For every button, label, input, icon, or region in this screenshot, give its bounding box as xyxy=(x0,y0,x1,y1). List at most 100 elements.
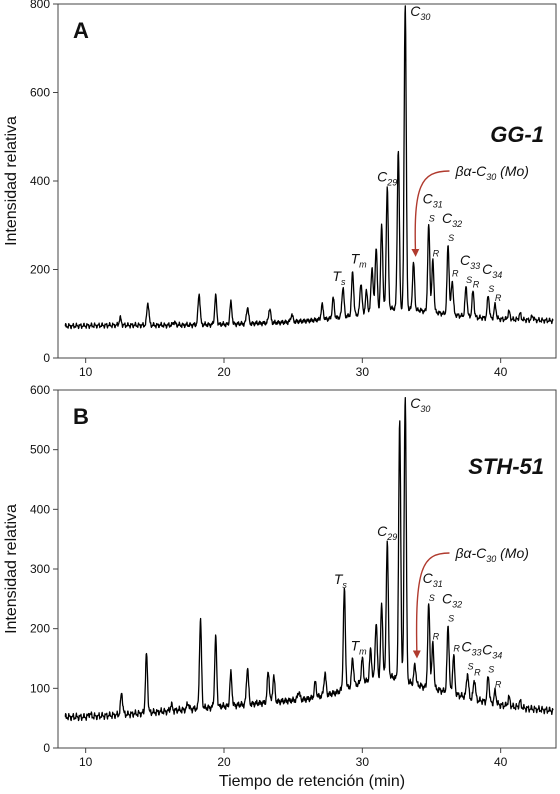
peak-label-main: T xyxy=(332,268,342,284)
peak-label-main: C xyxy=(460,252,471,268)
y-axis-title: Intensidad relativa xyxy=(3,504,20,634)
annotation-post: (Mo) xyxy=(496,163,529,179)
x-tick-label: 10 xyxy=(79,755,93,769)
peak-label: Ts xyxy=(332,268,346,287)
peak-label: C33 xyxy=(460,252,480,271)
annotation-post: (Mo) xyxy=(496,545,529,561)
stereo-label: R xyxy=(495,679,502,689)
peak-label-main: C xyxy=(461,638,472,654)
peak-label: C29 xyxy=(377,523,397,542)
peak-label-main: C xyxy=(482,641,493,657)
peak-label-sub: 34 xyxy=(492,650,502,660)
peak-label: C29 xyxy=(377,169,397,188)
annotation-arrow xyxy=(411,170,450,257)
x-tick-label: 20 xyxy=(217,365,231,379)
peak-label-sub: 29 xyxy=(386,532,397,542)
peak-label: Tm xyxy=(351,251,368,270)
peak-label: C32 xyxy=(442,591,462,610)
peak-point xyxy=(359,281,362,284)
stereo-label: R xyxy=(452,269,459,279)
chromatogram-trace xyxy=(64,396,554,722)
peak-label: C30 xyxy=(410,3,430,22)
peak-label-main: C xyxy=(482,261,493,277)
y-tick-label: 300 xyxy=(30,562,50,576)
peak-label: C33 xyxy=(461,638,481,657)
peak-label-main: C xyxy=(377,523,388,539)
stereo-label: R xyxy=(474,667,481,677)
peak-label-sub: 31 xyxy=(433,199,443,209)
peak-label-main: C xyxy=(410,395,421,411)
annotation-label: βα-C30 (Mo) xyxy=(454,163,528,182)
stereo-label: S xyxy=(488,664,494,674)
stereo-label: S xyxy=(466,275,472,285)
stereo-label: R xyxy=(473,280,480,290)
y-tick-label: 0 xyxy=(43,741,50,755)
peak-label-main: C xyxy=(442,210,453,226)
peak-label-main: C xyxy=(423,570,434,586)
x-tick-label: 10 xyxy=(79,365,93,379)
y-axis-title: Intensidad relativa xyxy=(3,116,20,246)
stereo-label: S xyxy=(429,213,435,223)
y-tick-label: 0 xyxy=(43,351,50,365)
y-tick-label: 200 xyxy=(30,263,50,277)
peak-label-sub: 29 xyxy=(386,178,397,188)
peak-label-main: C xyxy=(442,591,453,607)
y-tick-label: 100 xyxy=(30,681,50,695)
y-tick-label: 600 xyxy=(30,383,50,397)
peak-label-main: T xyxy=(334,571,344,587)
y-tick-label: 500 xyxy=(30,443,50,457)
peak-label: C34 xyxy=(482,641,502,660)
peak-label-sub: 32 xyxy=(452,600,462,610)
y-tick-label: 400 xyxy=(30,502,50,516)
peak-point xyxy=(375,246,378,249)
peak-label-sub: m xyxy=(359,260,367,270)
y-tick-label: 800 xyxy=(30,0,50,11)
x-tick-label: 30 xyxy=(356,365,370,379)
peak-label: C31 xyxy=(423,190,443,209)
peak-label-sub: 30 xyxy=(420,404,430,414)
peak-label-sub: 32 xyxy=(452,219,462,229)
peak-label-main: T xyxy=(351,638,361,654)
stereo-label: R xyxy=(453,644,460,654)
panel-letter: A xyxy=(73,18,89,43)
peak-label-sub: 34 xyxy=(492,270,502,280)
stereo-label: S xyxy=(448,233,454,243)
panel-letter: B xyxy=(73,404,89,429)
stereo-label: R xyxy=(495,293,502,303)
annotation-sub: 30 xyxy=(486,172,496,182)
plot-frame xyxy=(57,3,557,359)
stereo-label: S xyxy=(467,661,473,671)
peak-label-main: C xyxy=(377,169,388,185)
peak-label-main: C xyxy=(423,190,434,206)
sample-label: STH-51 xyxy=(468,454,544,479)
y-tick-label: 200 xyxy=(30,622,50,636)
stereo-label: R xyxy=(433,249,440,259)
peak-label-sub: m xyxy=(359,647,367,657)
peak-label-main: T xyxy=(351,251,361,267)
annotation-arrow xyxy=(412,552,450,659)
peak-label-sub: 30 xyxy=(420,12,430,22)
x-tick-label: 40 xyxy=(494,365,508,379)
y-tick-label: 400 xyxy=(30,174,50,188)
chromatogram-trace xyxy=(64,5,554,330)
x-tick-label: 20 xyxy=(217,755,231,769)
peak-label: Tm xyxy=(351,638,368,657)
peak-label: C30 xyxy=(410,395,430,414)
stereo-label: R xyxy=(433,632,440,642)
peak-label: C32 xyxy=(442,210,462,229)
peak-label-sub: 31 xyxy=(433,579,443,589)
annotation-pre: βα-C xyxy=(454,163,487,179)
peak-point xyxy=(375,621,378,624)
peak-label-sub: 33 xyxy=(470,261,480,271)
stereo-label: S xyxy=(448,614,454,624)
x-axis-title: Tiempo de retención (min) xyxy=(219,773,405,790)
panel-b: 0 100 200 300 400 500 600 10 20 30 40 Intensidad re… xyxy=(3,383,557,769)
stereo-label: S xyxy=(488,284,494,294)
peak-label: C34 xyxy=(482,261,502,280)
peak-label-sub: s xyxy=(342,580,347,590)
annotation-pre: βα-C xyxy=(454,545,487,561)
plot-frame xyxy=(57,389,557,749)
peak-label: Ts xyxy=(334,571,348,590)
panel-a: 0 200 400 600 800 10 20 30 40 Intensidad relativa… xyxy=(3,0,557,379)
